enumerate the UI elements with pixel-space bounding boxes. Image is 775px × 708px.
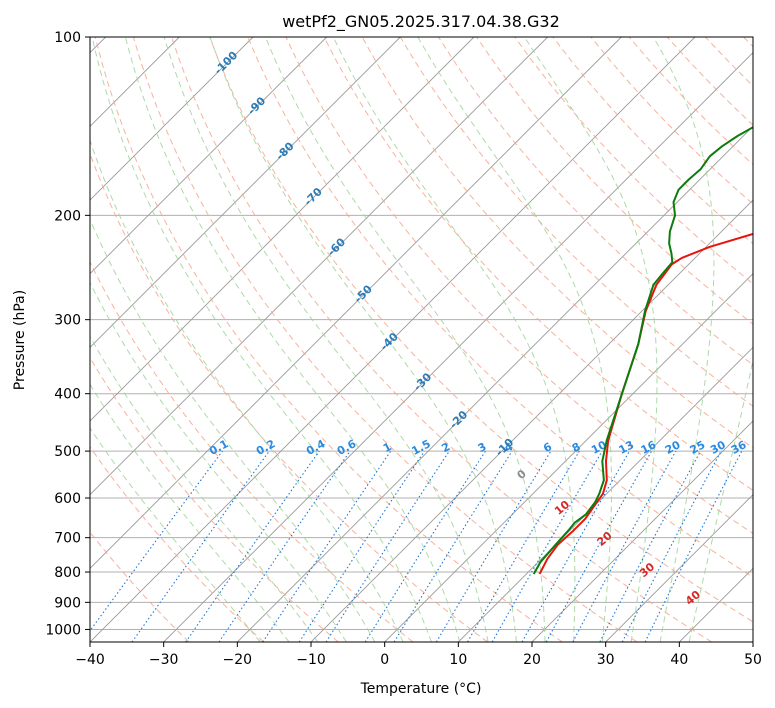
- mixing-ratio-line: [521, 450, 630, 642]
- mixing-ratio-line: [572, 450, 677, 642]
- dry-adiabat-line: [171, 37, 713, 642]
- isotherm-line: [237, 125, 753, 642]
- y-tick-label: 500: [54, 444, 81, 460]
- mixing-ratio-line: [298, 450, 425, 642]
- y-axis-label: Pressure (hPa): [12, 290, 28, 390]
- moist-adiabat-line: [264, 37, 546, 642]
- moist-adiabat-line: [90, 138, 404, 642]
- mixing-ratio-line: [90, 450, 223, 632]
- isotherm-line: [90, 37, 327, 275]
- y-tick-label: 600: [54, 491, 81, 507]
- dewpoint-line: [532, 126, 753, 575]
- x-tick-label: −30: [149, 652, 179, 668]
- x-axis-label: Temperature (°C): [360, 681, 482, 697]
- x-tick-label: −40: [75, 652, 105, 668]
- dry-adiabat-line: [209, 37, 753, 623]
- x-tick-label: 30: [597, 652, 615, 668]
- x-axis-ticks: −40 −30 −20 −10 0 10 20 30 40 50: [75, 642, 762, 668]
- sounding-series: [532, 126, 753, 575]
- y-tick-label: 800: [54, 565, 81, 581]
- y-tick-label: 700: [54, 531, 81, 547]
- x-tick-label: 0: [380, 652, 389, 668]
- dry-adiabat-line: [514, 37, 753, 285]
- dry-adiabat-line: [247, 37, 753, 578]
- mixing-ratio-line: [131, 450, 270, 642]
- dry-adiabat-line: [323, 37, 753, 491]
- temperature-line: [538, 232, 753, 575]
- isotherm-line: [90, 37, 254, 201]
- moist-adiabat-line: [209, 37, 517, 642]
- isobar-grid: [90, 37, 753, 630]
- dry-adiabat-line: [90, 260, 414, 642]
- plot-frame: [89, 36, 754, 643]
- y-tick-label: 400: [54, 387, 81, 403]
- moist-adiabat-line: [417, 37, 613, 642]
- mixing-ratio-label: 30: [708, 438, 728, 457]
- mixing-ratio-label: 16: [639, 438, 659, 457]
- x-tick-label: 50: [744, 652, 762, 668]
- isotherm-line: [90, 37, 622, 569]
- mixing-ratio-label: 20: [663, 438, 683, 457]
- isotherm-line: [90, 37, 548, 496]
- y-tick-label: 100: [54, 30, 81, 46]
- moist-adiabat-line: [90, 335, 319, 642]
- plot-area: 0.1 0.2 0.4 0.6 1 1.5 2 3 4 6 8 10 13 16 20 25 30 36-100-…: [90, 37, 753, 642]
- x-tick-label: −10: [296, 652, 326, 668]
- dry-adiabats: [90, 37, 753, 642]
- moist-adiabat-line: [652, 37, 715, 642]
- isotherm-line: [163, 52, 753, 642]
- x-tick-label: 10: [449, 652, 467, 668]
- dry-adiabat-line: [90, 356, 339, 642]
- moist-adiabat-line: [90, 427, 261, 642]
- moist-adiabat-line: [90, 218, 376, 642]
- mixing-ratio-line: [545, 450, 653, 642]
- mixing-ratio-label: 13: [617, 438, 637, 457]
- y-tick-label: 1000: [45, 622, 81, 638]
- moist-adiabat-line: [90, 281, 347, 642]
- y-tick-label: 200: [54, 208, 81, 224]
- x-tick-label: 20: [523, 652, 541, 668]
- isotherm-line: [90, 37, 475, 422]
- moist-adiabat-line: [163, 37, 489, 642]
- isotherm-line: [531, 420, 753, 642]
- moist-adiabat-line: [688, 357, 753, 642]
- moist-adiabat-line: [90, 383, 290, 642]
- mixing-ratio-line: [218, 450, 351, 642]
- dry-adiabat-line: [90, 446, 264, 642]
- isotherm-line: [605, 494, 753, 642]
- mixing-ratio-label: 36: [729, 438, 749, 457]
- mixing-ratio-line: [325, 450, 450, 642]
- y-tick-label: 300: [54, 313, 81, 329]
- mixing-ratio-label: 25: [688, 438, 708, 457]
- x-tick-label: −20: [223, 652, 253, 668]
- y-axis-ticks: 100 200 300 400 500 600 700 800 900 1000: [45, 30, 90, 638]
- isotherm-line: [90, 37, 401, 348]
- mixing-ratio-lines: [90, 450, 743, 642]
- isotherm-line: [384, 273, 753, 642]
- chart-title: wetPf2_GN05.2025.317.04.38.G32: [282, 12, 560, 32]
- moist-adiabat-line: [91, 37, 432, 642]
- dry-adiabat-line: [476, 37, 753, 325]
- isotherm-grid: [90, 37, 753, 642]
- moist-adiabat-line: [124, 37, 461, 642]
- moist-adiabat-line: [332, 37, 576, 642]
- dry-adiabat-line: [94, 37, 563, 642]
- mixing-ratio-line: [393, 450, 513, 642]
- x-tick-label: 40: [670, 652, 688, 668]
- dry-adiabat-line: [285, 37, 753, 535]
- moist-adiabats: [90, 37, 753, 642]
- mixing-ratio-line: [262, 450, 392, 642]
- mixing-ratio-line: [185, 450, 320, 642]
- moist-adiabat-line: [523, 37, 658, 642]
- mixing-ratio-line: [644, 450, 743, 642]
- y-tick-label: 900: [54, 595, 81, 611]
- isotherm-line: [90, 37, 696, 642]
